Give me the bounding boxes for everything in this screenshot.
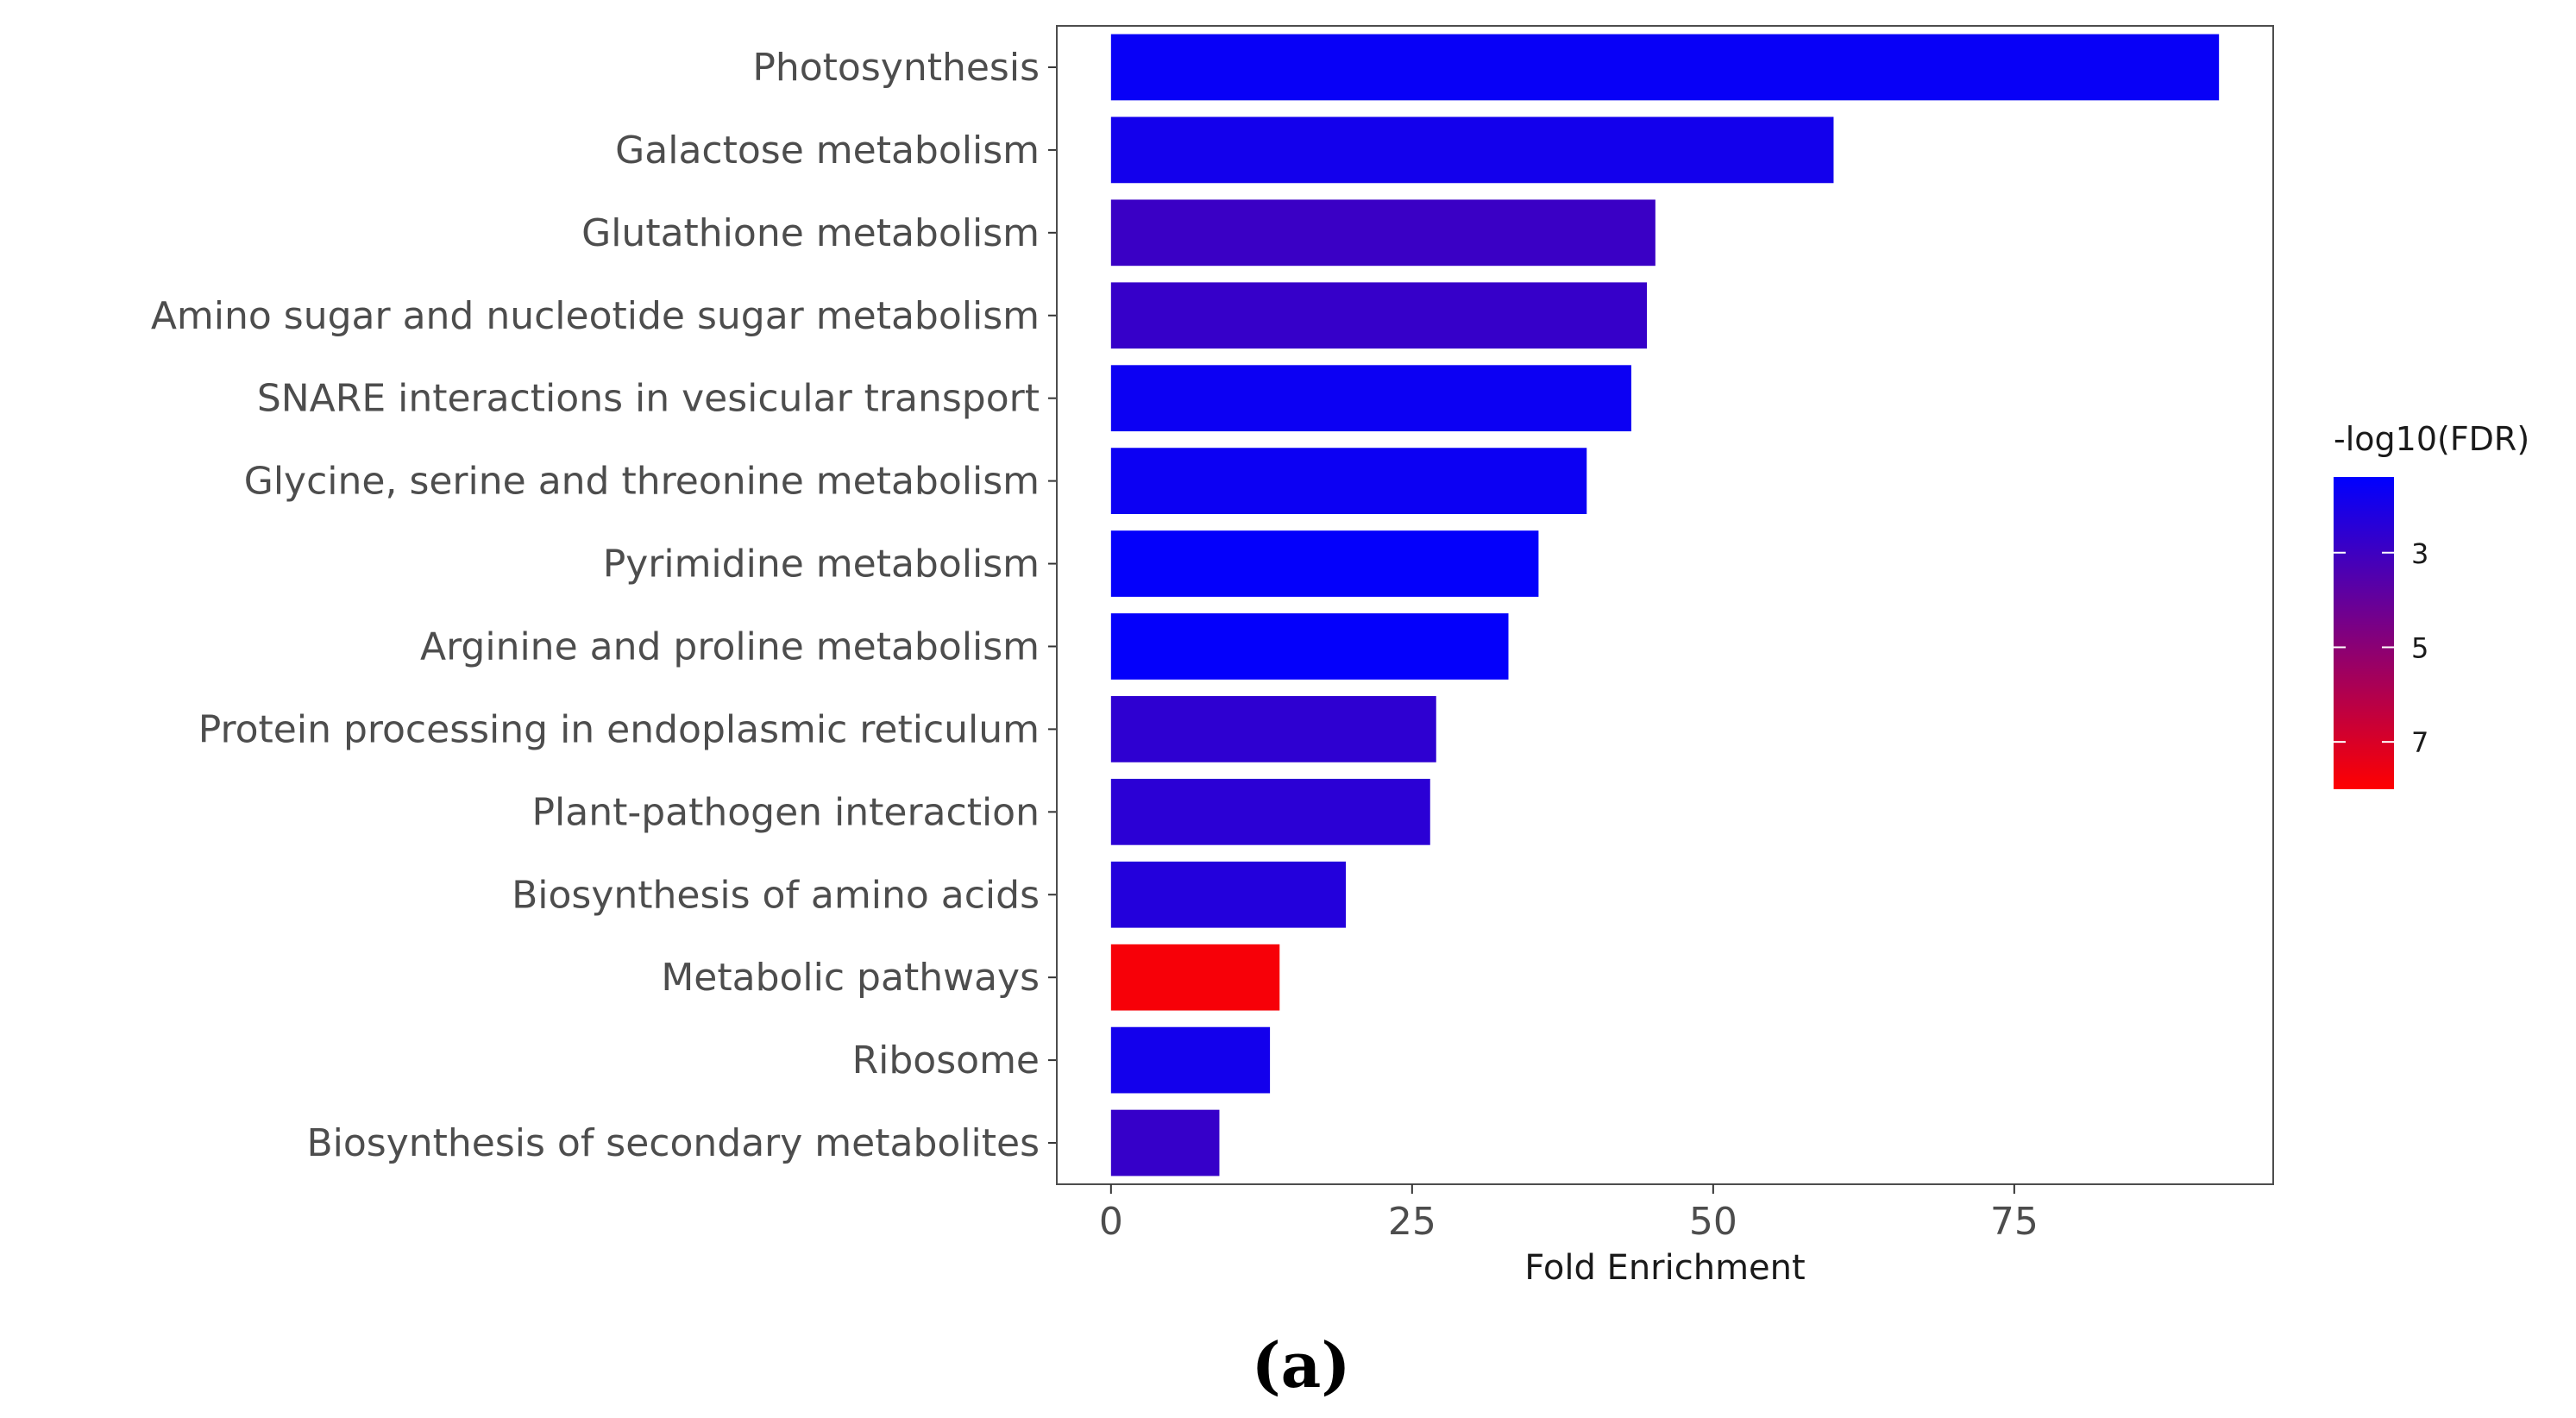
category-label: Ribosome <box>852 1038 1040 1082</box>
category-label: Amino sugar and nucleotide sugar metabol… <box>151 294 1040 338</box>
legend: -log10(FDR) 3 5 7 <box>2334 420 2529 789</box>
category-label: Plant-pathogen interaction <box>531 790 1040 834</box>
legend-title: -log10(FDR) <box>2334 420 2529 458</box>
category-axis-ticks <box>1048 66 1057 1145</box>
bar <box>1110 613 1509 680</box>
category-label: Galactose metabolism <box>615 129 1040 173</box>
bar <box>1110 116 1834 184</box>
x-tick-label: 25 <box>1388 1200 1436 1244</box>
bar <box>1110 1109 1220 1176</box>
x-tick-label: 75 <box>1990 1200 2039 1244</box>
legend-ticks: 3 5 7 <box>2334 537 2428 759</box>
bar <box>1110 1026 1271 1094</box>
category-label: SNARE interactions in vesicular transpor… <box>257 377 1040 421</box>
category-axis-labels: Photosynthesis Galactose metabolism Glutat… <box>151 46 1040 1165</box>
x-axis-title: Fold Enrichment <box>1524 1248 1805 1288</box>
bar <box>1110 778 1430 845</box>
category-label: Photosynthesis <box>752 46 1040 90</box>
bar-series <box>1110 34 2220 1176</box>
legend-tick-label: 3 <box>2411 537 2428 570</box>
bar <box>1110 34 2220 101</box>
category-label: Glycine, serine and threonine metabolism <box>244 460 1040 504</box>
bar <box>1110 365 1631 432</box>
bar <box>1110 944 1280 1011</box>
legend-colorbar <box>2334 477 2394 789</box>
legend-tick-label: 7 <box>2411 726 2428 759</box>
bar <box>1110 861 1347 928</box>
figure-caption: (a) <box>1252 1328 1351 1402</box>
legend-tick-label: 5 <box>2411 631 2428 664</box>
category-label: Metabolic pathways <box>661 956 1040 1000</box>
category-label: Pyrimidine metabolism <box>603 543 1040 587</box>
category-label: Glutathione metabolism <box>581 211 1040 255</box>
category-label: Biosynthesis of secondary metabolites <box>306 1121 1040 1165</box>
category-label: Biosynthesis of amino acids <box>512 873 1040 917</box>
category-label: Arginine and proline metabolism <box>420 624 1040 668</box>
plot-panel-border <box>1056 25 2274 1185</box>
bar <box>1110 199 1656 267</box>
x-axis-ticks: 0 25 50 75 <box>1099 1184 2039 1244</box>
bar <box>1110 448 1587 514</box>
category-label: Protein processing in endoplasmic reticu… <box>198 707 1040 751</box>
x-tick-label: 50 <box>1689 1200 1737 1244</box>
bar <box>1110 696 1436 762</box>
bar <box>1110 282 1648 349</box>
x-tick-label: 0 <box>1099 1200 1123 1244</box>
bar <box>1110 530 1539 597</box>
